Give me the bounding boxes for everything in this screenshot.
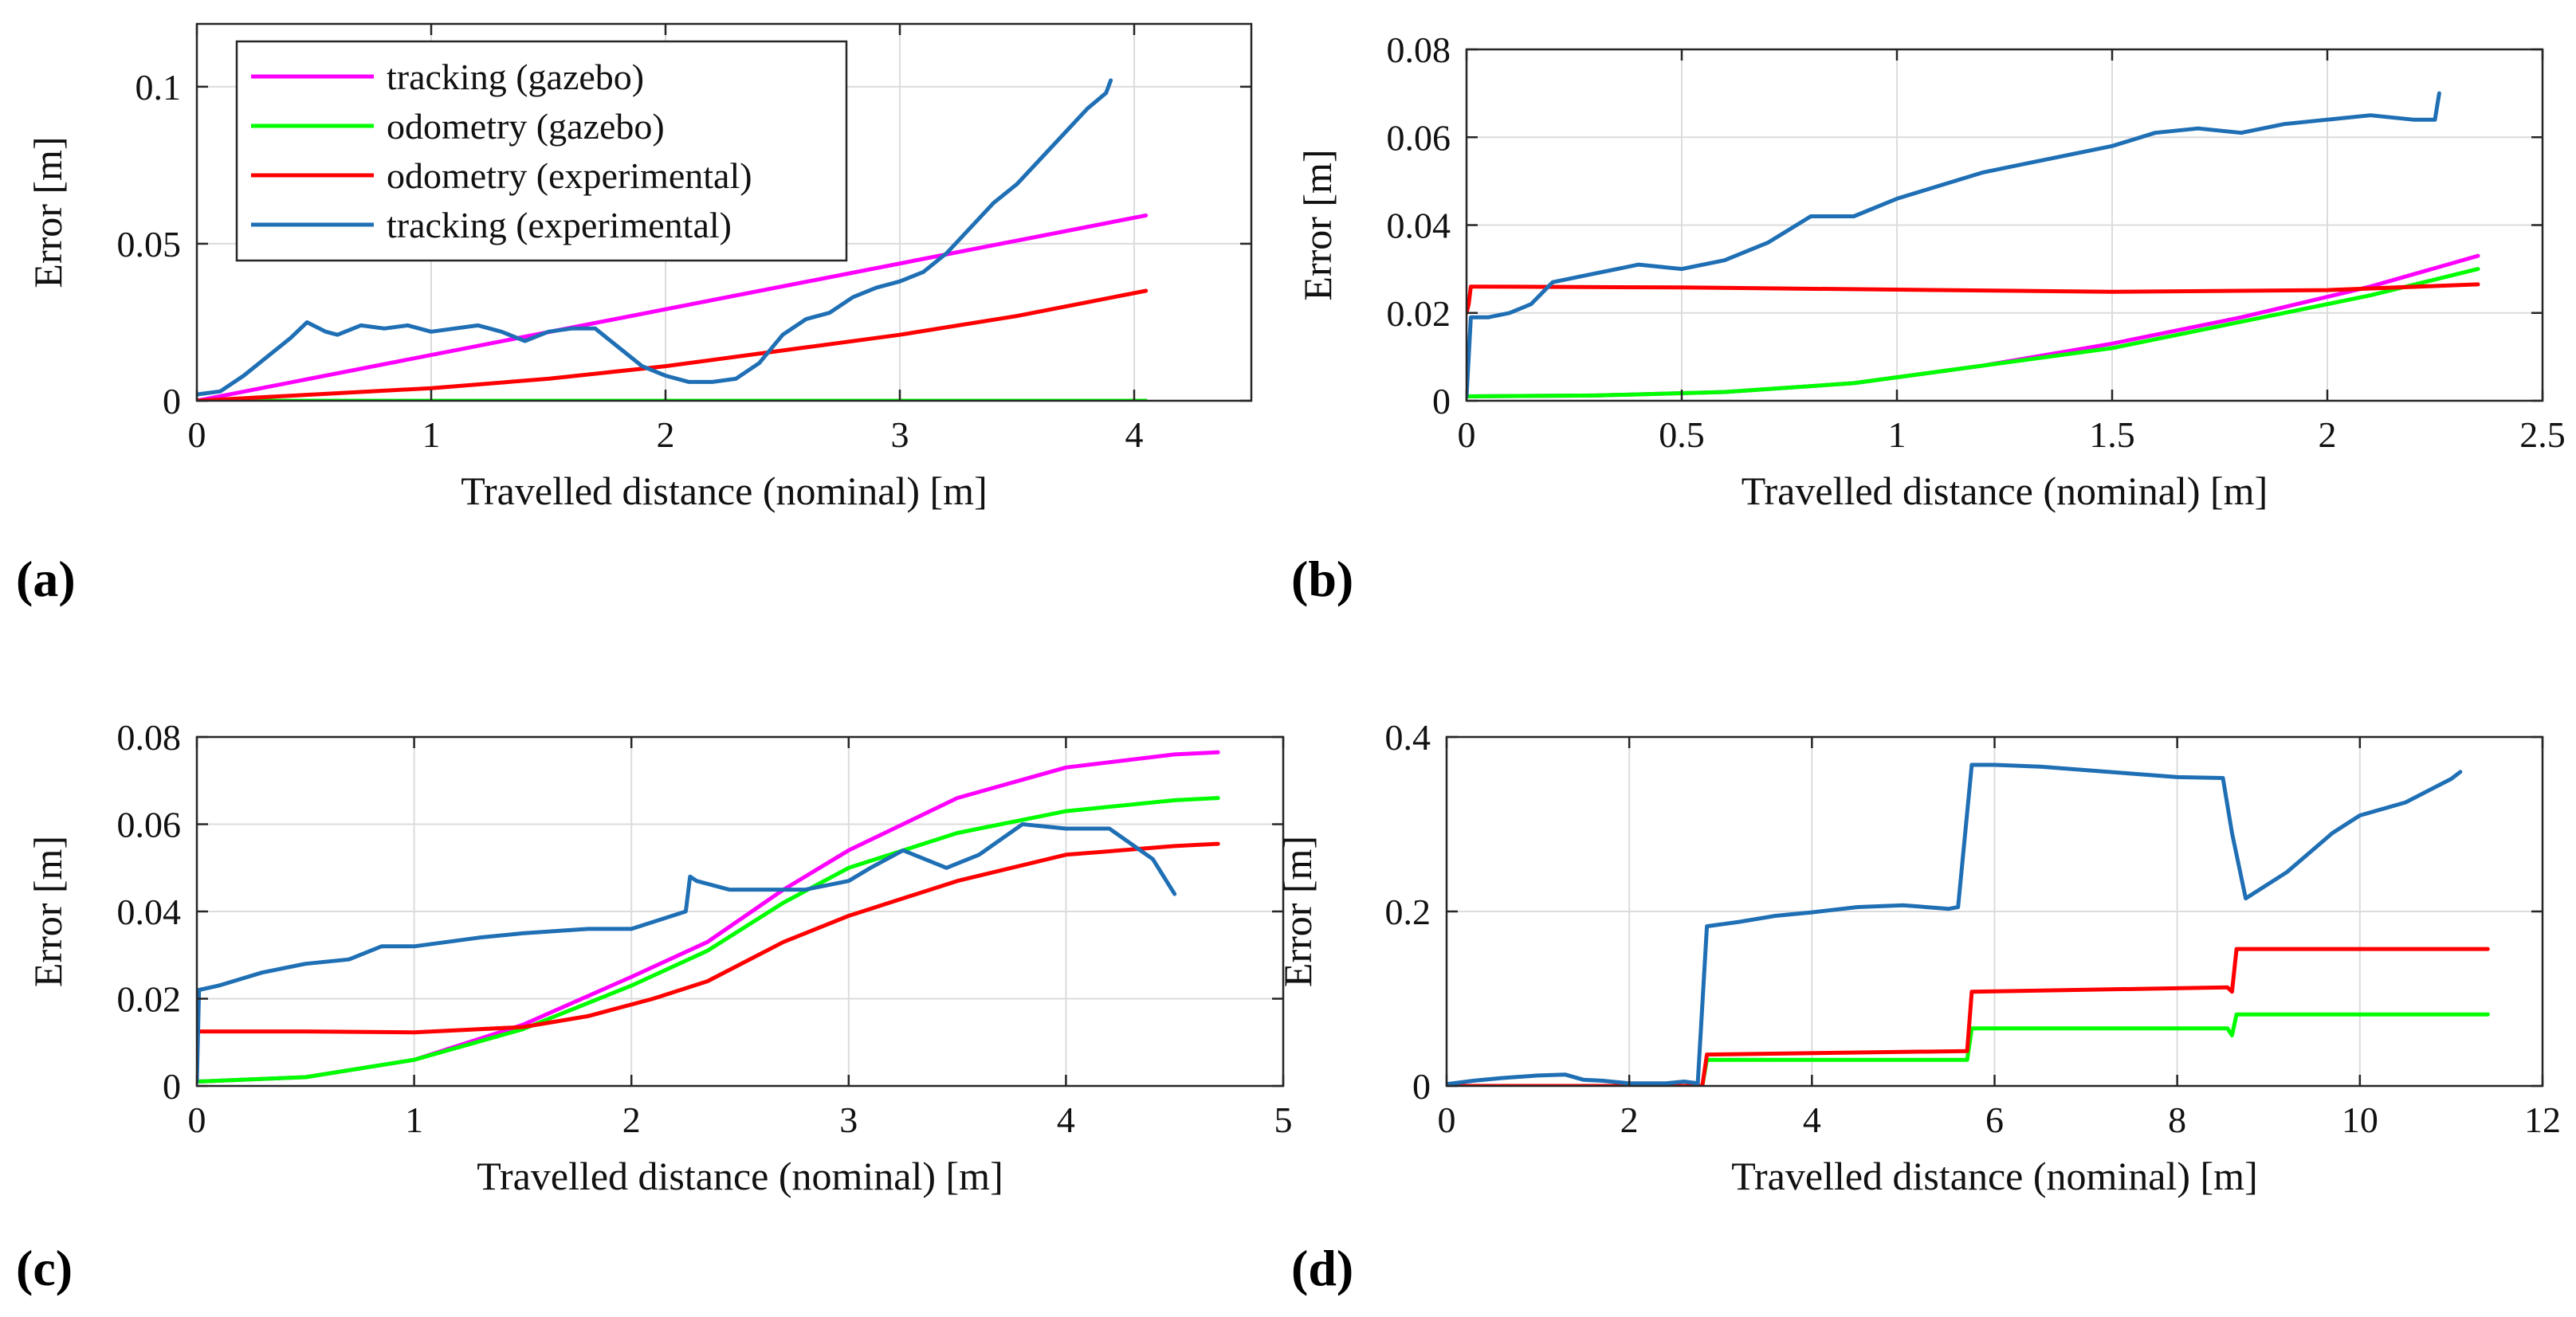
x-axis-label: Travelled distance (nominal) [m] bbox=[461, 468, 987, 513]
chart-panel-2: 0 0.5 1 1.5 2 2.5 0 0.02 0.04 0.06 0.08 Travelled d… bbox=[1295, 29, 2566, 513]
y-tick-label: 0.02 bbox=[1387, 293, 1451, 334]
series-line-odometry-gazebo bbox=[197, 796, 1220, 1084]
x-tick-label: 5 bbox=[1274, 1099, 1293, 1140]
y-tick-label: 0 bbox=[1432, 381, 1451, 421]
series-group bbox=[197, 78, 1149, 401]
x-tick-label: 6 bbox=[1985, 1099, 2004, 1140]
legend: tracking (gazebo) odometry (gazebo) odomet… bbox=[235, 40, 848, 262]
x-axis-label: Travelled distance (nominal) [m] bbox=[1742, 468, 2268, 513]
x-tick-label: 8 bbox=[2168, 1099, 2186, 1140]
y-tick-label: 0.02 bbox=[117, 979, 182, 1020]
y-axis-label: Error [m] bbox=[26, 136, 70, 288]
x-tick-label: 0 bbox=[188, 1099, 206, 1140]
chart-panel-4: 0 2 4 6 8 10 12 0 0.2 0.4 Travelled distance (nomi… bbox=[1275, 717, 2561, 1198]
y-axis-label: Error [m] bbox=[26, 836, 70, 987]
x-tick-label: 10 bbox=[2342, 1099, 2378, 1140]
series-line-tracking-experimental bbox=[197, 78, 1113, 397]
x-tick-label: 1 bbox=[422, 414, 441, 455]
x-tick-label: 2 bbox=[1620, 1099, 1639, 1140]
x-tick-label: 0 bbox=[1438, 1099, 1456, 1140]
x-tick-label: 1 bbox=[405, 1099, 423, 1140]
chart-panel-3: 0 1 2 3 4 5 0 0.02 0.04 0.06 0.08 Travelled distanc… bbox=[26, 717, 1293, 1198]
x-tick-label: 0 bbox=[188, 414, 206, 455]
y-tick-label: 0.1 bbox=[135, 67, 182, 108]
y-tick-label: 0.4 bbox=[1385, 717, 1431, 758]
y-tick-label: 0.06 bbox=[117, 805, 182, 845]
x-tick-label: 4 bbox=[1125, 414, 1144, 455]
y-tick-label: 0.06 bbox=[1387, 117, 1451, 158]
x-axis-label: Travelled distance (nominal) [m] bbox=[1731, 1154, 2257, 1198]
x-tick-label: 1.5 bbox=[2089, 414, 2135, 455]
legend-label: odometry (gazebo) bbox=[387, 106, 665, 147]
y-axis-label: Error [m] bbox=[1295, 149, 1340, 300]
series-line-odometry-gazebo bbox=[1467, 267, 2480, 398]
y-axis-label: Error [m] bbox=[1275, 836, 1320, 987]
axes-frame bbox=[195, 22, 1253, 402]
x-tick-label: 4 bbox=[1803, 1099, 1821, 1140]
series-group bbox=[1467, 91, 2480, 398]
y-tick-label: 0.08 bbox=[117, 717, 182, 758]
x-tick-label: 2 bbox=[657, 414, 675, 455]
y-tick-label: 0 bbox=[1412, 1066, 1431, 1107]
series-line-tracking-experimental bbox=[1467, 91, 2441, 398]
x-tick-label: 12 bbox=[2524, 1099, 2561, 1140]
x-tick-label: 2.5 bbox=[2519, 414, 2566, 455]
y-tick-label: 0.04 bbox=[117, 892, 182, 932]
series-group bbox=[197, 750, 1220, 1084]
series-line-tracking-gazebo bbox=[197, 213, 1149, 401]
legend-label: tracking (gazebo) bbox=[387, 57, 644, 97]
x-tick-label: 0.5 bbox=[1659, 414, 1705, 455]
series-line-odometry-experimental bbox=[1447, 947, 2490, 1086]
series-line-odometry-experimental bbox=[1467, 282, 2480, 316]
legend-label: tracking (experimental) bbox=[387, 205, 732, 245]
x-tick-label: 1 bbox=[1888, 414, 1906, 455]
chart-panel-1: 0 1 2 3 4 0 0.05 0.1 Travelled distance (nominal… bbox=[26, 22, 1253, 513]
series-line-odometry-experimental bbox=[197, 288, 1149, 401]
series-line-tracking-experimental bbox=[1447, 762, 2463, 1086]
y-tick-label: 0.2 bbox=[1385, 892, 1431, 932]
series-line-odometry-experimental bbox=[197, 841, 1220, 1035]
y-tick-label: 0.05 bbox=[117, 224, 182, 265]
y-tick-label: 0.08 bbox=[1387, 29, 1451, 70]
x-tick-label: 4 bbox=[1057, 1099, 1075, 1140]
x-tick-label: 3 bbox=[839, 1099, 858, 1140]
y-tick-label: 0 bbox=[163, 1066, 181, 1107]
panel-label-a: (a) bbox=[16, 551, 76, 607]
panel-label-c: (c) bbox=[16, 1240, 73, 1296]
legend-label: odometry (experimental) bbox=[387, 155, 752, 196]
y-tick-label: 0 bbox=[163, 381, 181, 421]
x-tick-label: 3 bbox=[891, 414, 909, 455]
x-tick-label: 0 bbox=[1458, 414, 1476, 455]
series-group bbox=[1447, 762, 2490, 1086]
y-tick-label: 0.04 bbox=[1387, 206, 1451, 246]
panel-label-d: (d) bbox=[1291, 1240, 1354, 1296]
x-tick-label: 2 bbox=[622, 1099, 641, 1140]
series-line-tracking-experimental bbox=[197, 822, 1177, 1084]
x-axis-label: Travelled distance (nominal) [m] bbox=[477, 1154, 1003, 1198]
panel-label-b: (b) bbox=[1291, 551, 1354, 607]
x-tick-label: 2 bbox=[2319, 414, 2337, 455]
